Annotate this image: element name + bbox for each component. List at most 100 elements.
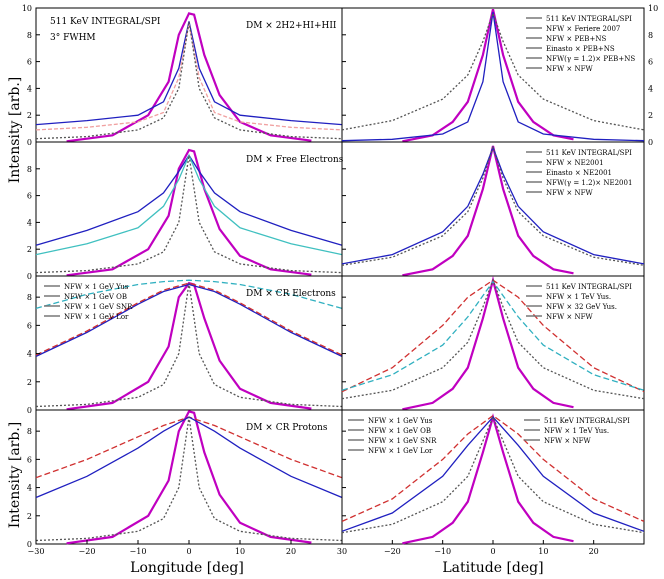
legend-entry: NFW × 1 GeV OB: [368, 427, 431, 435]
y-tick-label: 0: [648, 138, 653, 147]
y-tick-label: 2: [27, 512, 32, 521]
y-tick-label: 2: [27, 378, 32, 387]
series-line: [35, 153, 343, 256]
series-line: [35, 21, 343, 126]
series-line: [341, 145, 645, 266]
y-tick-label: 10: [648, 4, 658, 13]
legend-entry: Einasto × PEB+NS: [546, 45, 615, 53]
x-tick-label: 10: [235, 547, 245, 556]
y-tick-label: 6: [27, 192, 32, 201]
legend-entry: 511 KeV INTEGRAL/SPI: [546, 15, 632, 23]
y-tick-label: 2: [648, 111, 653, 120]
y-tick-label: 8: [27, 31, 32, 40]
y-tick-label: 4: [27, 350, 32, 359]
x-tick-label: 20: [589, 547, 599, 556]
legend-entry: NFW × 1 GeV SNR: [64, 303, 133, 311]
series-line: [66, 12, 312, 143]
y-tick-label: 4: [648, 84, 653, 93]
x-axis-label-right: Latitude [deg]: [442, 560, 543, 576]
panel-row2-left: 0 2 4 6 8 DM × Free Electrons: [27, 141, 344, 281]
panels-group: 0 2 4 6 8 10 511 KeV INTEGRAL/SPI 3° FWHM DM × 2…: [22, 4, 658, 556]
panel-annotation: DM × CR Protons: [246, 423, 328, 433]
y-tick-label: 2: [27, 111, 32, 120]
x-axis-label-left: Longitude [deg]: [130, 560, 244, 576]
y-axis-label: Intensity [arb.]: [7, 422, 23, 529]
y-tick-label: 8: [27, 427, 32, 436]
legend-entry: NFW × 1 GeV Lor: [368, 447, 433, 455]
panel-annotation: DM × 2H2+HI+HII: [246, 21, 337, 31]
y-axis-label: Intensity [arb.]: [7, 77, 23, 184]
y-tick-label: 0: [27, 272, 32, 281]
series-line: [35, 283, 343, 408]
y-tick-label: 10: [22, 4, 32, 13]
legend-entry: NFW(γ = 1.2)× NE2001: [546, 179, 632, 187]
y-tick-label: 8: [648, 31, 653, 40]
series-line: [35, 21, 343, 140]
series-line: [341, 415, 645, 534]
legend-entry: NFW × 1 TeV Yus.: [544, 427, 609, 435]
legend-entry: NFW × NFW: [544, 437, 591, 445]
legend-entry: NFW × 1 TeV Yus.: [546, 293, 611, 301]
legend-entry: 511 KeV INTEGRAL/SPI: [544, 417, 630, 425]
series-line: [35, 279, 343, 310]
legend-entry: NFW × 1 GeV SNR: [368, 437, 437, 445]
series-line: [341, 11, 645, 142]
x-tick-label: −10: [434, 547, 451, 556]
legend-entry: NFW × 1 GeV Yus: [64, 283, 129, 291]
y-tick-label: 8: [27, 293, 32, 302]
y-tick-label: 6: [27, 58, 32, 67]
y-tick-label: 4: [27, 84, 32, 93]
legend-entry: 511 KeV INTEGRAL/SPI: [546, 149, 632, 157]
y-tick-label: 8: [27, 165, 32, 174]
series-line: [66, 410, 312, 545]
series-line: [35, 154, 343, 246]
series-line: [35, 283, 343, 357]
legend-entry: NFW × 1 GeV Lor: [64, 313, 129, 321]
panel-subtitle: 3° FWHM: [50, 33, 96, 43]
y-tick-label: 4: [27, 484, 32, 493]
legend-entry: Einasto × NE2001: [546, 169, 612, 177]
panel-row1-left: 0 2 4 6 8 10 511 KeV INTEGRAL/SPI 3° FWHM DM × 2…: [22, 4, 343, 147]
panel-title: 511 KeV INTEGRAL/SPI: [50, 17, 161, 27]
panel-annotation: DM × CR Electrons: [246, 289, 336, 299]
panel-row1-right: 0 2 4 6 8 10 511 KeV INTEGRAL/SPI NFW × Feriere…: [341, 4, 658, 147]
y-tick-label: 6: [27, 455, 32, 464]
series-line: [341, 416, 645, 532]
y-tick-label: 0: [27, 406, 32, 415]
legend-entry: NFW × Feriere 2007: [546, 25, 620, 33]
legend-entry: NFW × NFW: [546, 189, 593, 197]
series-line: [35, 282, 343, 356]
panel-row4-right: −20 −10 0 10 20 NFW × 1 GeV Yus NFW × 1 GeV OB…: [341, 409, 645, 556]
y-tick-label: 2: [27, 245, 32, 254]
panel-row3-left: 0 2 4 6 8 DM × CR Electrons NFW × 1 GeV Yus NFW…: [27, 275, 343, 415]
legend-entry: NFW × NFW: [546, 65, 593, 73]
x-tick-label: −20: [79, 547, 96, 556]
legend-entry: NFW × 1 GeV Yus: [368, 417, 433, 425]
x-tick-label: −10: [130, 547, 147, 556]
x-tick-label: 0: [186, 547, 191, 556]
series-line: [66, 148, 312, 277]
legend-entry: 511 KeV INTEGRAL/SPI: [546, 283, 632, 291]
y-tick-label: 4: [27, 218, 32, 227]
series-line: [35, 155, 343, 274]
y-tick-label: 6: [27, 321, 32, 330]
legend-entry: NFW × PEB+NS: [546, 35, 606, 43]
panel-row4-left: 0 2 4 6 8 −30 −20 −10 0 10 20 30 DM × CR Protons: [27, 409, 347, 556]
y-tick-label: 0: [27, 540, 32, 549]
series-line: [35, 417, 343, 542]
legend-entry: NFW × NFW: [546, 313, 593, 321]
series-line: [341, 414, 645, 522]
x-tick-label: 0: [490, 547, 495, 556]
panel-row3-right: 511 KeV INTEGRAL/SPI NFW × 1 TeV Yus. NFW …: [341, 275, 645, 411]
legend-entry: NFW × NE2001: [546, 159, 604, 167]
legend-entry: NFW × 32 GeV Yus.: [546, 303, 617, 311]
panel-annotation: DM × Free Electrons: [246, 155, 344, 165]
series-line: [341, 280, 645, 391]
x-tick-label: −30: [28, 547, 45, 556]
legend-entry: NFW(γ = 1.2)× PEB+NS: [546, 55, 635, 63]
y-tick-label: 0: [27, 138, 32, 147]
series-line: [341, 278, 645, 400]
x-tick-label: 10: [538, 547, 548, 556]
series-line: [402, 9, 574, 143]
